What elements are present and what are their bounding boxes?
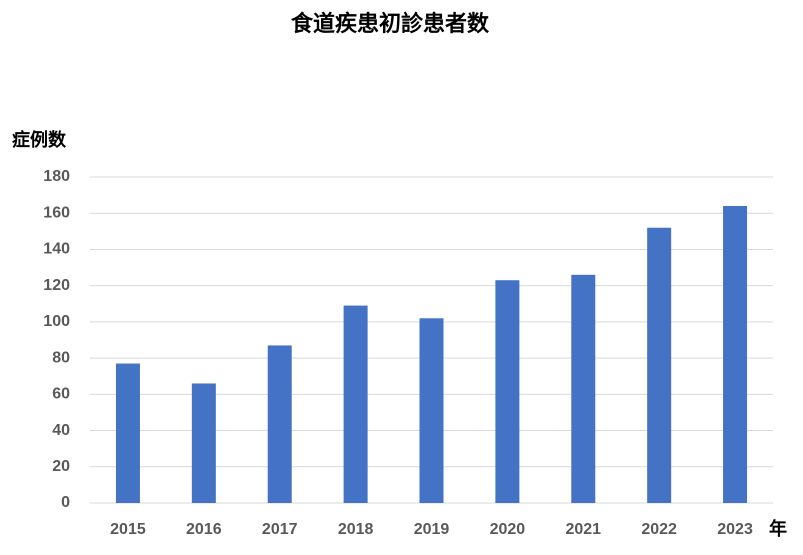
bar xyxy=(343,305,368,503)
bar xyxy=(495,280,520,503)
y-tick-label: 100 xyxy=(43,313,70,330)
bar xyxy=(571,274,596,503)
y-tick-label: 0 xyxy=(61,494,70,511)
x-tick-label: 2015 xyxy=(110,521,146,538)
bar xyxy=(115,363,140,503)
x-tick-label: 2019 xyxy=(414,521,450,538)
bar xyxy=(419,318,444,503)
y-tick-label: 180 xyxy=(43,168,70,185)
y-tick-label: 120 xyxy=(43,277,70,294)
y-tick-label: 40 xyxy=(52,422,70,439)
x-tick-label: 2017 xyxy=(262,521,298,538)
x-tick-label: 2022 xyxy=(641,521,677,538)
chart-title: 食道疾患初診患者数 xyxy=(291,11,490,36)
bar xyxy=(267,345,292,503)
y-tick-label: 160 xyxy=(43,204,70,221)
y-tick-label: 140 xyxy=(43,241,70,258)
x-tick-label: 2023 xyxy=(717,521,753,538)
y-axis-label: 症例数 xyxy=(12,129,67,150)
x-tick-label: 2021 xyxy=(565,521,601,538)
bar xyxy=(191,383,216,503)
x-tick-label: 2020 xyxy=(490,521,526,538)
x-tick-label: 2016 xyxy=(186,521,222,538)
y-tick-label: 80 xyxy=(52,349,70,366)
y-tick-label: 20 xyxy=(52,458,70,475)
bar xyxy=(723,205,748,503)
y-tick-label: 60 xyxy=(52,386,70,403)
x-tick-label: 2018 xyxy=(338,521,374,538)
bar xyxy=(647,227,672,503)
x-axis-label: 年 xyxy=(769,518,787,539)
